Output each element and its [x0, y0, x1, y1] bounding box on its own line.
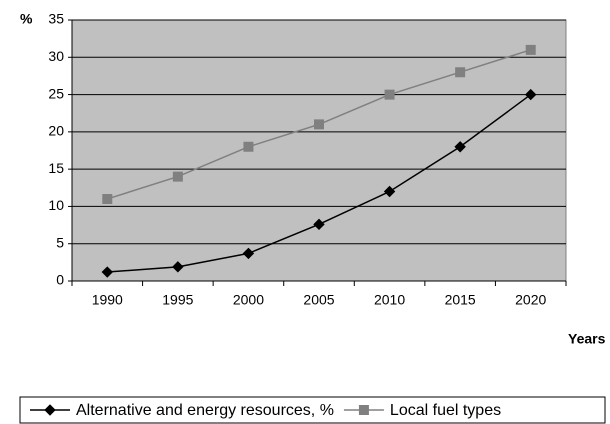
y-tick-label: 15: [48, 160, 64, 176]
data-point: [384, 89, 395, 100]
legend-marker: [358, 405, 369, 415]
plot-area: [71, 19, 567, 282]
legend-label: Alternative and energy resources, %: [76, 402, 334, 419]
legend-box: [19, 396, 606, 424]
y-tick-label: 20: [48, 123, 64, 139]
data-point: [101, 266, 113, 278]
x-tick-label: 2015: [445, 292, 476, 308]
data-point: [314, 119, 324, 130]
x-axis-label: Years: [568, 331, 606, 347]
y-axis-label: %: [20, 11, 33, 27]
data-point: [454, 141, 466, 153]
data-point: [242, 247, 255, 260]
data-point: [313, 218, 325, 231]
data-point: [102, 193, 113, 204]
x-tick-label: 1995: [162, 292, 193, 308]
y-tick-label: 30: [48, 48, 64, 64]
y-tick-label: 25: [48, 85, 64, 101]
x-tick-label: 2020: [515, 292, 546, 308]
x-tick-label: 2000: [233, 292, 264, 308]
y-tick-label: 35: [48, 11, 64, 27]
data-point: [525, 44, 536, 55]
x-tick-label: 2005: [303, 292, 334, 308]
data-point: [172, 261, 184, 273]
x-tick-label: 1990: [92, 292, 123, 308]
y-tick-label: 10: [48, 197, 64, 213]
y-tick-label: 0: [56, 272, 64, 288]
data-point: [383, 185, 396, 198]
y-tick-label: 5: [56, 234, 64, 250]
legend-marker: [44, 404, 56, 416]
legend-label: Local fuel types: [390, 402, 501, 419]
x-tick-label: 2010: [374, 292, 405, 308]
data-point: [243, 141, 254, 152]
data-point: [525, 88, 537, 101]
data-point: [172, 171, 183, 182]
data-point: [455, 67, 466, 78]
